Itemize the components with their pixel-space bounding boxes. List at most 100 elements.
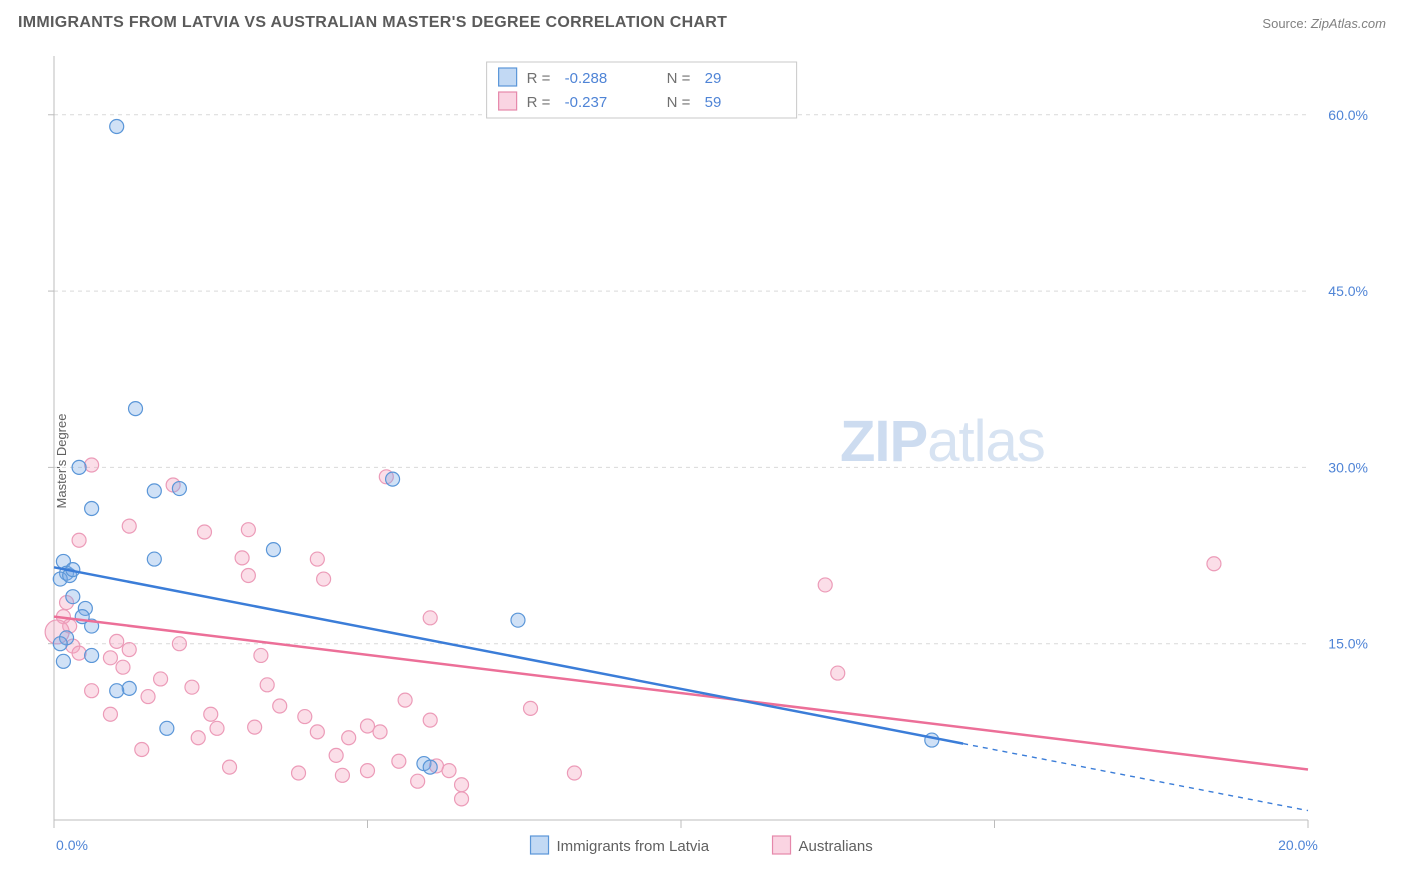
x-tick-label: 20.0% (1278, 837, 1318, 853)
scatter-point-pink (223, 760, 237, 774)
scatter-point-blue (147, 552, 161, 566)
legend-swatch (531, 836, 549, 854)
legend-r-value: -0.288 (565, 70, 608, 87)
trendline-pink (54, 617, 1308, 770)
scatter-point-pink (191, 731, 205, 745)
legend-n-label: N = (667, 70, 691, 87)
scatter-point-pink (241, 523, 255, 537)
scatter-point-pink (423, 611, 437, 625)
scatter-point-pink (361, 719, 375, 733)
scatter-point-pink (135, 742, 149, 756)
scatter-point-blue (72, 460, 86, 474)
chart-header: IMMIGRANTS FROM LATVIA VS AUSTRALIAN MAS… (0, 0, 1406, 38)
scatter-point-blue (110, 120, 124, 134)
chart-title: IMMIGRANTS FROM LATVIA VS AUSTRALIAN MAS… (18, 14, 727, 32)
scatter-point-pink (298, 710, 312, 724)
scatter-point-pink (398, 693, 412, 707)
scatter-point-pink (273, 699, 287, 713)
scatter-point-pink (455, 792, 469, 806)
legend-swatch (499, 68, 517, 86)
scatter-point-blue (56, 654, 70, 668)
scatter-point-pink (310, 725, 324, 739)
trendline-blue-extrapolation (963, 744, 1308, 811)
scatter-point-blue (85, 502, 99, 516)
scatter-point-blue (129, 402, 143, 416)
scatter-point-pink (317, 572, 331, 586)
scatter-point-pink (831, 666, 845, 680)
scatter-point-pink (442, 764, 456, 778)
scatter-point-pink (85, 684, 99, 698)
scatter-point-pink (260, 678, 274, 692)
scatter-point-pink (241, 569, 255, 583)
scatter-point-blue (53, 637, 67, 651)
scatter-point-pink (292, 766, 306, 780)
scatter-point-pink (122, 519, 136, 533)
scatter-point-blue (423, 760, 437, 774)
scatter-point-pink (818, 578, 832, 592)
scatter-point-pink (210, 721, 224, 735)
scatter-point-pink (235, 551, 249, 565)
scatter-point-pink (361, 764, 375, 778)
scatter-point-pink (72, 646, 86, 660)
chart-container: Master's Degree ZIPatlas 15.0% 30.0% 45.0% 6… (18, 48, 1388, 874)
legend-n-value: 59 (705, 94, 722, 111)
y-axis-label: Master's Degree (54, 414, 69, 509)
scatter-point-pink (329, 748, 343, 762)
scatter-point-pink (103, 707, 117, 721)
scatter-point-blue (511, 613, 525, 627)
scatter-point-pink (141, 690, 155, 704)
legend-swatch (773, 836, 791, 854)
scatter-point-pink (197, 525, 211, 539)
y-tick-label: 30.0% (1328, 459, 1368, 475)
scatter-point-pink (185, 680, 199, 694)
scatter-point-blue (110, 684, 124, 698)
scatter-point-blue (266, 543, 280, 557)
scatter-point-pink (1207, 557, 1221, 571)
scatter-point-pink (335, 768, 349, 782)
scatter-point-blue (147, 484, 161, 498)
scatter-point-pink (423, 713, 437, 727)
scatter-point-pink (204, 707, 218, 721)
scatter-point-pink (122, 643, 136, 657)
source-value: ZipAtlas.com (1311, 16, 1386, 31)
scatter-point-pink (85, 458, 99, 472)
scatter-point-pink (342, 731, 356, 745)
legend-r-label: R = (527, 70, 551, 87)
scatter-point-blue (66, 590, 80, 604)
legend-r-label: R = (527, 94, 551, 111)
y-tick-label: 45.0% (1328, 283, 1368, 299)
scatter-point-pink (248, 720, 262, 734)
scatter-point-pink (154, 672, 168, 686)
scatter-point-pink (254, 648, 268, 662)
legend-n-label: N = (667, 94, 691, 111)
legend-swatch (499, 92, 517, 110)
scatter-point-pink (72, 533, 86, 547)
scatter-point-pink (524, 701, 538, 715)
scatter-point-pink (310, 552, 324, 566)
scatter-point-pink (567, 766, 581, 780)
scatter-point-pink (373, 725, 387, 739)
scatter-point-pink (455, 778, 469, 792)
legend-n-value: 29 (705, 70, 722, 87)
scatter-point-pink (103, 651, 117, 665)
source-attribution: Source: ZipAtlas.com (1262, 16, 1386, 31)
scatter-point-pink (411, 774, 425, 788)
scatter-point-blue (160, 721, 174, 735)
scatter-point-blue (85, 648, 99, 662)
scatter-point-blue (386, 472, 400, 486)
scatter-point-blue (925, 733, 939, 747)
scatter-point-pink (116, 660, 130, 674)
scatter-point-blue (172, 482, 186, 496)
trendline-blue (54, 567, 963, 743)
x-tick-label: 0.0% (56, 837, 88, 853)
scatter-point-pink (110, 634, 124, 648)
y-tick-label: 15.0% (1328, 636, 1368, 652)
watermark: ZIPatlas (840, 409, 1045, 474)
scatter-point-pink (392, 754, 406, 768)
legend-series-label: Australians (799, 838, 873, 855)
scatter-point-pink (172, 637, 186, 651)
scatter-point-blue (122, 681, 136, 695)
legend-series-label: Immigrants from Latvia (557, 838, 710, 855)
scatter-chart: ZIPatlas 15.0% 30.0% 45.0% 60.0% 0.0% 20.0% R =… (18, 48, 1388, 874)
y-tick-label: 60.0% (1328, 107, 1368, 123)
